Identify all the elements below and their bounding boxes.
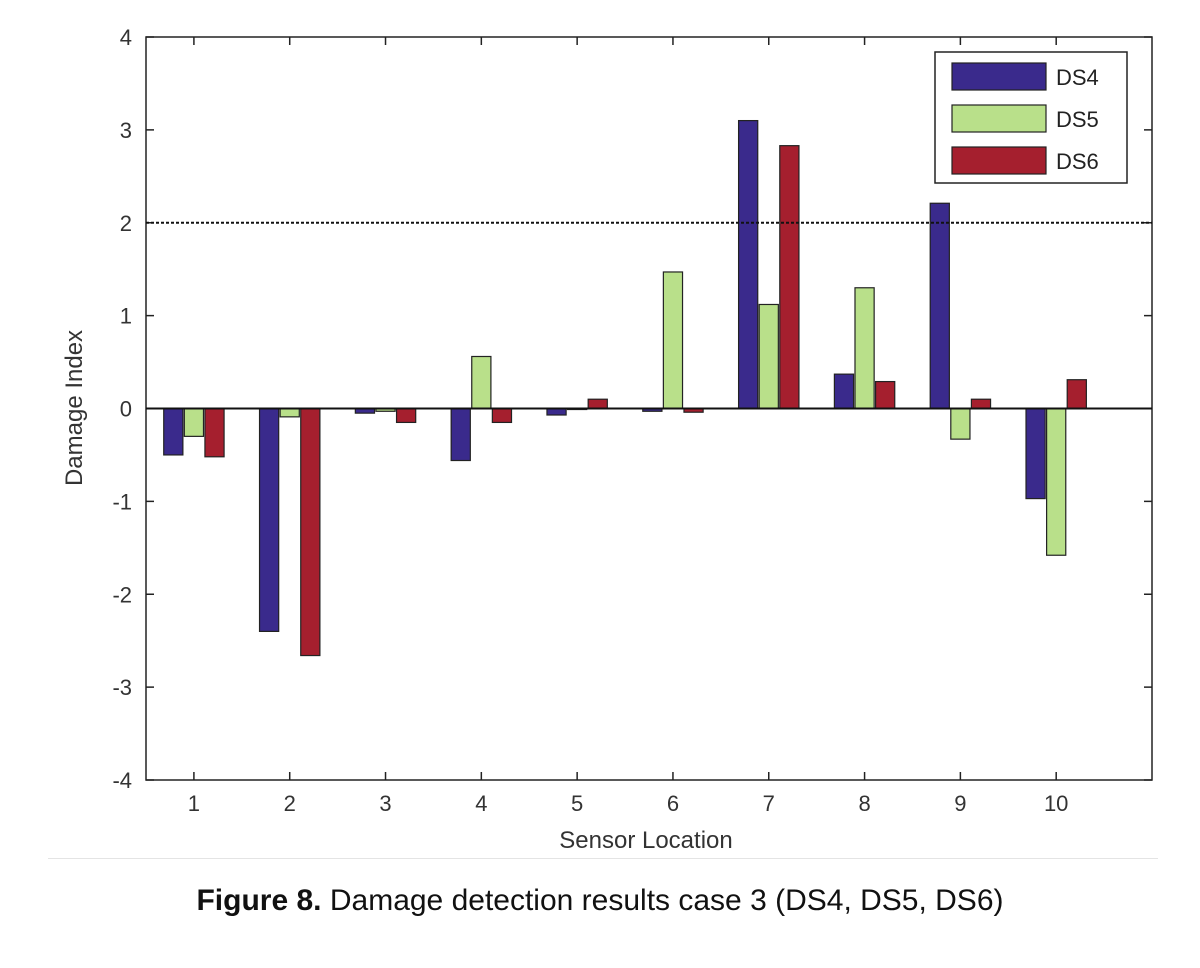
- x-tick-label: 3: [379, 791, 391, 816]
- x-tick-label: 2: [284, 791, 296, 816]
- legend-label-ds6: DS6: [1056, 149, 1099, 174]
- bar-ds6-4: [491, 407, 513, 424]
- figure-caption: Figure 8. Damage detection results case …: [0, 884, 1200, 918]
- bar-ds6-7: [779, 145, 800, 410]
- bar-ds4-8: [833, 373, 855, 410]
- axis-ticks: -4 -3 -2 -1 0 1 2 3 4 1 2 3 4 5 6 7 8 9 10: [112, 25, 1152, 816]
- x-tick-label: 9: [954, 791, 966, 816]
- figure-caption-label: Figure 8.: [196, 884, 322, 917]
- caption-divider: [48, 858, 1158, 859]
- legend: DS4 DS5 DS6: [934, 51, 1128, 184]
- figure-caption-text: Damage detection results case 3 (DS4, DS…: [321, 884, 1004, 917]
- bar-ds6-8: [874, 380, 896, 410]
- bar-ds5-1: [183, 407, 205, 437]
- legend-swatch-ds4: [951, 62, 1047, 91]
- y-tick-label: -1: [112, 489, 132, 514]
- y-tick-label: 2: [120, 211, 132, 236]
- x-axis-title: Sensor Location: [559, 827, 732, 854]
- bar-ds6-10: [1066, 379, 1087, 410]
- bar-ds6-9: [970, 398, 992, 410]
- bar-ds5-9: [950, 407, 971, 440]
- bar-ds4-9: [929, 202, 950, 410]
- bar-ds5-8: [854, 287, 875, 410]
- legend-label-ds5: DS5: [1056, 107, 1099, 132]
- bar-ds5-10: [1046, 407, 1067, 556]
- y-axis-title: Damage Index: [61, 330, 88, 486]
- bar-ds6-5: [587, 398, 608, 410]
- bar-ds5-2: [279, 407, 300, 418]
- bar-ds6-1: [204, 407, 225, 458]
- y-tick-label: 3: [120, 118, 132, 143]
- y-tick-label: -2: [112, 582, 132, 607]
- bar-ds6-2: [300, 407, 321, 657]
- x-tick-label: 4: [475, 791, 487, 816]
- bar-ds4-2: [258, 407, 280, 632]
- x-tick-label: 10: [1044, 791, 1068, 816]
- y-tick-label: -3: [112, 675, 132, 700]
- x-tick-label: 7: [763, 791, 775, 816]
- legend-swatch-ds5: [951, 104, 1047, 133]
- y-tick-label: 4: [120, 25, 132, 50]
- bar-chart: -4 -3 -2 -1 0 1 2 3 4 1 2 3 4 5 6 7 8 9 10 Damage Index Se…: [61, 25, 1153, 854]
- bar-ds5-4: [471, 355, 492, 410]
- x-tick-label: 8: [858, 791, 870, 816]
- x-tick-label: 1: [188, 791, 200, 816]
- y-tick-label: -4: [112, 768, 132, 793]
- y-tick-label: 0: [120, 397, 132, 422]
- legend-label-ds4: DS4: [1056, 65, 1099, 90]
- bar-ds4-10: [1025, 407, 1046, 500]
- bar-ds4-7: [737, 119, 759, 410]
- bar-ds5-6: [662, 271, 684, 410]
- bar-ds4-4: [450, 407, 471, 462]
- x-tick-label: 5: [571, 791, 583, 816]
- legend-swatch-ds6: [951, 146, 1047, 175]
- bar-ds6-3: [395, 407, 417, 424]
- x-tick-label: 6: [667, 791, 679, 816]
- y-tick-label: 1: [120, 304, 132, 329]
- bar-ds4-1: [163, 407, 184, 456]
- bar-ds5-7: [758, 303, 779, 410]
